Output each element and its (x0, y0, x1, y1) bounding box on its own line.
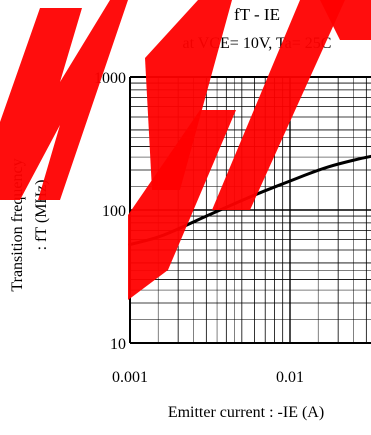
watermark-letter-m (0, 0, 128, 200)
watermark-letter-f (212, 0, 345, 210)
watermark-letter-t-stem (128, 110, 236, 300)
x-axis-label: Emitter current : -IE (A) (168, 404, 324, 421)
x-tick-label: 0.001 (112, 369, 148, 386)
chart-title: fT - IE (234, 5, 280, 24)
watermark-letter-t (145, 0, 232, 190)
y-tick-label: 10 (110, 336, 126, 353)
watermark-letter-f-bar (320, 0, 371, 40)
watermark-logo (0, 0, 371, 300)
x-tick-label: 0.01 (276, 369, 304, 386)
y-tick-label: 100 (102, 203, 126, 220)
